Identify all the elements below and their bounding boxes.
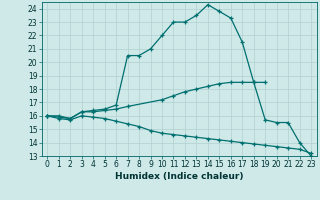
X-axis label: Humidex (Indice chaleur): Humidex (Indice chaleur) [115, 172, 244, 181]
